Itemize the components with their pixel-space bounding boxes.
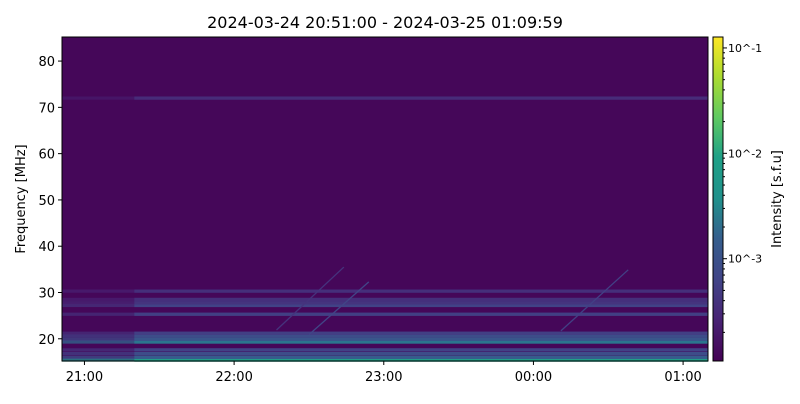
colorbar-ticks — [723, 47, 727, 333]
x-tick-label: 00:00 — [515, 370, 552, 385]
frequency-band — [134, 301, 709, 305]
frequency-band — [134, 334, 709, 338]
frequency-band — [134, 297, 709, 302]
x-axis: 21:00 22:00 23:00 00:00 01:00 — [66, 361, 702, 385]
frequency-band — [134, 351, 709, 356]
colorbar-tick-label: 10^-2 — [728, 147, 762, 160]
x-tick-label: 21:00 — [66, 370, 103, 385]
y-tick-label: 70 — [38, 101, 55, 116]
y-axis: 20 30 40 50 60 70 80 — [38, 55, 62, 348]
spectrogram-image — [62, 37, 709, 362]
colorbar-tick-label: 10^-3 — [728, 253, 762, 266]
colorbar-label: Intensity [s.f.u] — [770, 150, 785, 248]
colorbar-tick-labels: 10^-1 10^-2 10^-3 — [728, 42, 762, 266]
spectrogram-background — [62, 37, 708, 361]
radio-burst — [276, 266, 345, 331]
y-tick-label: 30 — [38, 286, 55, 301]
colorbar-tick-label: 10^-1 — [728, 42, 762, 55]
colorbar — [712, 36, 724, 362]
frequency-band — [134, 348, 709, 352]
chart-title: 2024-03-24 20:51:00 - 2024-03-25 01:09:5… — [207, 13, 563, 32]
y-axis-label: Frequency [MHz] — [14, 144, 29, 253]
y-tick-label: 80 — [38, 55, 55, 70]
frequency-band — [134, 312, 709, 316]
y-tick-label: 50 — [38, 194, 55, 209]
y-tick-label: 20 — [38, 333, 55, 348]
frequency-band — [134, 340, 709, 344]
x-tick-label: 01:00 — [664, 370, 701, 385]
plot-frame — [61, 36, 709, 362]
x-tick-label: 23:00 — [365, 370, 402, 385]
frequency-band — [134, 358, 709, 362]
frequency-band — [134, 355, 709, 359]
x-tick-label: 22:00 — [215, 370, 252, 385]
frequency-band — [134, 303, 709, 308]
frequency-band — [134, 337, 709, 341]
frequency-band — [134, 289, 709, 293]
frequency-band — [134, 331, 709, 335]
radio-burst — [560, 269, 629, 332]
frequency-band — [134, 96, 709, 100]
radio-burst — [308, 281, 370, 336]
y-tick-label: 40 — [38, 240, 55, 255]
y-tick-label: 60 — [38, 148, 55, 163]
